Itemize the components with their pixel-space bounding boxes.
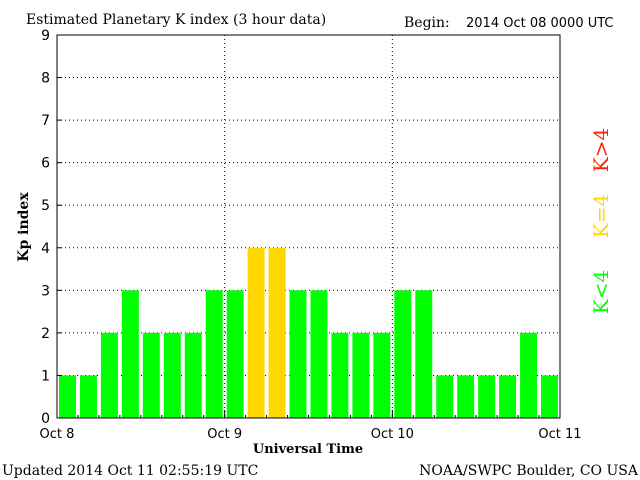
y-tick-label: 9 — [41, 28, 50, 44]
y-tick-label: 1 — [41, 368, 50, 384]
x-tick-label: Oct 9 — [207, 427, 242, 442]
kp-bar — [79, 375, 97, 418]
legend-low: K<4 — [589, 270, 613, 314]
y-tick-label: 3 — [41, 283, 50, 299]
x-tick-labels: Oct 8 Oct 9 Oct 10 Oct 11 — [40, 427, 582, 442]
legend-high: K>4 — [589, 128, 613, 172]
bars-group — [59, 247, 558, 418]
legend-equal: K=4 — [589, 194, 613, 238]
y-tick-labels: 0 1 2 3 4 5 6 7 8 9 — [41, 28, 50, 427]
kp-bar — [352, 332, 370, 418]
y-tick-label: 0 — [41, 411, 50, 427]
chart-title: Estimated Planetary K index (3 hour data… — [26, 12, 326, 28]
kp-bar — [310, 290, 328, 418]
kp-bar — [457, 375, 475, 418]
y-tick-label: 5 — [41, 198, 50, 214]
y-tick-label: 4 — [41, 241, 50, 257]
x-tick-label: Oct 11 — [538, 427, 581, 442]
y-tick-label: 8 — [41, 71, 50, 87]
x-tick-label: Oct 10 — [371, 427, 414, 442]
y-tick-label: 7 — [41, 113, 50, 129]
updated-text: Updated 2014 Oct 11 02:55:19 UTC — [2, 463, 258, 479]
kp-bar — [520, 332, 538, 418]
kp-bar — [59, 375, 76, 418]
kp-bar — [163, 332, 181, 418]
begin-value: 2014 Oct 08 0000 UTC — [466, 16, 614, 31]
kp-bar — [499, 375, 517, 418]
x-tick-label: Oct 8 — [40, 427, 75, 442]
kp-bar — [184, 332, 202, 418]
begin-label: Begin: — [404, 15, 450, 31]
kp-bar — [205, 290, 223, 418]
axis-ticks — [56, 34, 561, 419]
kp-bar — [394, 290, 412, 418]
kp-bar — [478, 375, 496, 418]
kp-bar — [142, 332, 160, 418]
y-tick-label: 6 — [41, 156, 50, 172]
y-tick-label: 2 — [41, 326, 50, 342]
kp-bar — [268, 247, 286, 418]
kp-bar — [289, 290, 307, 418]
kp-bar — [331, 332, 349, 418]
kp-bar — [121, 290, 139, 418]
kp-bar — [247, 247, 265, 418]
y-axis-label: Kp index — [16, 192, 32, 262]
x-axis-label: Universal Time — [253, 442, 363, 457]
credit-text: NOAA/SWPC Boulder, CO USA — [419, 463, 639, 479]
kp-bar — [436, 375, 454, 418]
kp-bar — [373, 332, 391, 418]
kp-bar — [100, 332, 118, 418]
kp-bar — [226, 290, 244, 418]
kp-bar — [541, 375, 558, 418]
kp-bar — [415, 290, 433, 418]
